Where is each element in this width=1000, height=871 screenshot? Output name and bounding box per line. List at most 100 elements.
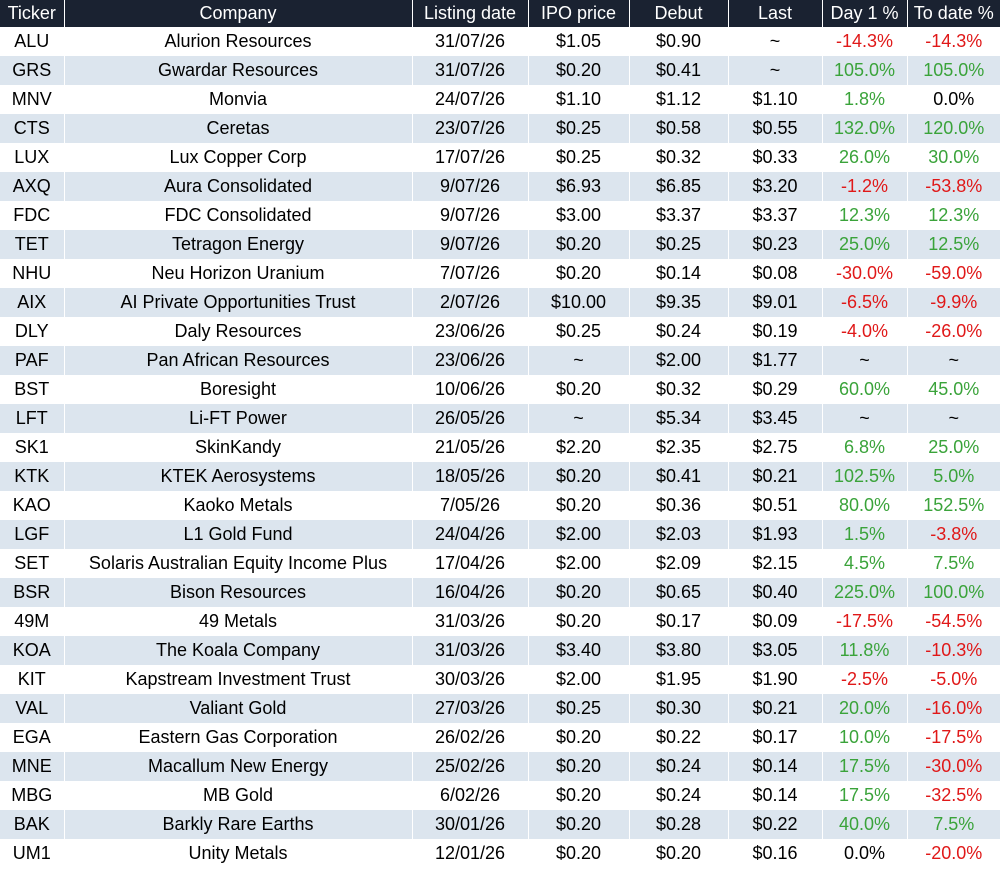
listing-date-cell: 9/07/26 [412,201,529,230]
table-row: ALU Alurion Resources 31/07/26 $1.05 $0.90 ~ -… [0,27,1000,56]
last-cell: ~ [728,27,823,56]
table-row: GRS Gwardar Resources 31/07/26 $0.20 $0.41 ~1… [0,56,1000,85]
company-cell: 49 Metals [64,607,413,636]
to-date-pct-cell: -10.3% [907,636,1000,665]
to-date-pct-cell: 120.0% [907,114,1000,143]
table-row: SK1 SkinKandy 21/05/26 $2.20 $2.35 $2.75 6.8% 2… [0,433,1000,462]
listing-date-cell: 25/02/26 [412,752,529,781]
table-row: AXQ Aura Consolidated 9/07/26 $6.93 $6.85 $3.… [0,172,1000,201]
to-date-pct-cell: ~ [907,404,1000,433]
to-date-pct-cell: -32.5% [907,781,1000,810]
ticker-cell: MBG [0,781,65,810]
listing-date-cell: 10/06/26 [412,375,529,404]
ipo-price-cell: $0.20 [528,752,630,781]
to-date-pct-cell: 105.0% [907,56,1000,85]
ticker-cell: TET [0,230,65,259]
company-cell: Tetragon Energy [64,230,413,259]
company-cell: Unity Metals [64,839,413,868]
last-cell: $0.14 [728,781,823,810]
ticker-cell: KAO [0,491,65,520]
to-date-pct-cell: -3.8% [907,520,1000,549]
to-date-pct-cell: -20.0% [907,839,1000,868]
day1-pct-cell: 132.0% [822,114,908,143]
day1-pct-cell: -17.5% [822,607,908,636]
table-row: KAO Kaoko Metals 7/05/26 $0.20 $0.36 $0.51 80.… [0,491,1000,520]
table-row: VAL Valiant Gold 27/03/26 $0.25 $0.30 $0.21 20… [0,694,1000,723]
ipo-price-cell: $1.05 [528,27,630,56]
ipo-price-cell: $0.20 [528,259,630,288]
debut-cell: $1.95 [629,665,729,694]
company-cell: The Koala Company [64,636,413,665]
debut-cell: $0.17 [629,607,729,636]
last-cell: $3.20 [728,172,823,201]
last-cell: $0.22 [728,810,823,839]
table-row: CTS Ceretas 23/07/26 $0.25 $0.58 $0.55 132.0% 1… [0,114,1000,143]
debut-cell: $2.35 [629,433,729,462]
debut-cell: $0.41 [629,462,729,491]
to-date-pct-cell: -26.0% [907,317,1000,346]
debut-cell: $0.25 [629,230,729,259]
table-row: PAF Pan African Resources 23/06/26 ~ $2.00 $1… [0,346,1000,375]
last-cell: $0.21 [728,694,823,723]
day1-pct-cell: 0.0% [822,839,908,868]
listing-date-cell: 26/05/26 [412,404,529,433]
ticker-cell: LFT [0,404,65,433]
day1-pct-cell: -2.5% [822,665,908,694]
company-cell: Barkly Rare Earths [64,810,413,839]
debut-cell: $9.35 [629,288,729,317]
day1-pct-cell: -30.0% [822,259,908,288]
debut-cell: $0.32 [629,143,729,172]
last-cell: $0.14 [728,752,823,781]
debut-cell: $0.28 [629,810,729,839]
ipo-price-cell: ~ [528,346,630,375]
debut-cell: $0.24 [629,781,729,810]
header-row: Ticker Company Listing date IPO price De… [0,0,1000,27]
debut-cell: $2.03 [629,520,729,549]
company-cell: AI Private Opportunities Trust [64,288,413,317]
ticker-cell: LGF [0,520,65,549]
day1-pct-cell: -14.3% [822,27,908,56]
ipo-price-cell: $2.00 [528,549,630,578]
day1-pct-cell: 26.0% [822,143,908,172]
day1-pct-cell: 11.8% [822,636,908,665]
company-cell: Alurion Resources [64,27,413,56]
to-date-pct-cell: -30.0% [907,752,1000,781]
last-cell: $0.29 [728,375,823,404]
day1-pct-cell: ~ [822,346,908,375]
last-cell: $2.75 [728,433,823,462]
table-row: MBG MB Gold 6/02/26 $0.20 $0.24 $0.14 17.5% -32… [0,781,1000,810]
ticker-cell: GRS [0,56,65,85]
ipo-price-cell: $0.20 [528,491,630,520]
last-cell: $1.90 [728,665,823,694]
ticker-cell: NHU [0,259,65,288]
ipo-price-cell: $0.25 [528,114,630,143]
debut-cell: $3.80 [629,636,729,665]
listing-date-cell: 23/07/26 [412,114,529,143]
day1-pct-cell: 17.5% [822,781,908,810]
ticker-cell: KOA [0,636,65,665]
ipo-price-cell: $10.00 [528,288,630,317]
ticker-cell: PAF [0,346,65,375]
to-date-pct-cell: 7.5% [907,549,1000,578]
listing-date-cell: 31/03/26 [412,636,529,665]
ticker-cell: UM1 [0,839,65,868]
company-cell: Neu Horizon Uranium [64,259,413,288]
debut-cell: $1.12 [629,85,729,114]
last-cell: $0.33 [728,143,823,172]
ipo-price-cell: $6.93 [528,172,630,201]
company-cell: Monvia [64,85,413,114]
column-header-company: Company [64,0,413,27]
debut-cell: $0.65 [629,578,729,607]
ipo-price-cell: $3.00 [528,201,630,230]
ticker-cell: LUX [0,143,65,172]
listing-date-cell: 6/02/26 [412,781,529,810]
company-cell: Macallum New Energy [64,752,413,781]
table-row: KIT Kapstream Investment Trust 30/03/26 $2.… [0,665,1000,694]
column-header-ipo-price: IPO price [528,0,630,27]
ticker-cell: MNE [0,752,65,781]
day1-pct-cell: 40.0% [822,810,908,839]
last-cell: $1.77 [728,346,823,375]
to-date-pct-cell: 45.0% [907,375,1000,404]
to-date-pct-cell: 12.5% [907,230,1000,259]
